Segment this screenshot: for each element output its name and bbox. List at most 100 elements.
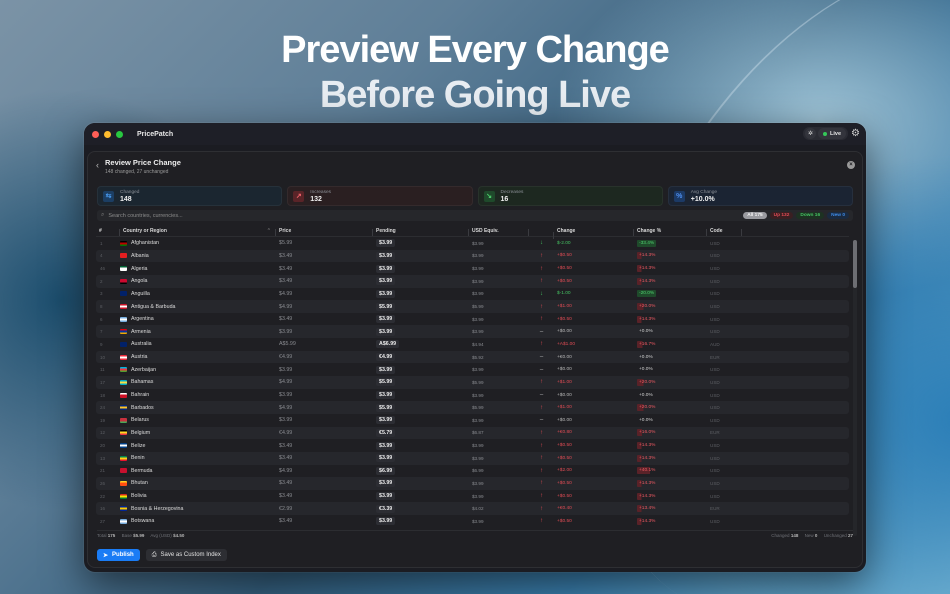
usd-equiv: $3.99 — [472, 455, 484, 461]
pending-price-field[interactable]: $3.99 — [376, 315, 396, 324]
pending-price-field[interactable]: $3.99 — [376, 391, 396, 399]
back-button[interactable]: ‹ — [96, 160, 99, 170]
pending-price-field[interactable]: $3.99 — [376, 454, 396, 463]
change-amount: +$2.00 — [557, 468, 572, 474]
filter-up[interactable]: Up 132 — [769, 212, 794, 219]
close-window-button[interactable] — [92, 130, 99, 138]
arrow-up-icon: ↑ — [540, 379, 543, 386]
current-price: A$5.99 — [279, 341, 296, 348]
country-name: Bahrain — [131, 392, 150, 398]
table-row[interactable]: 22 Bolivia $3.49 $3.99 $3.99 ↑ +$0.50 +1… — [96, 490, 849, 503]
col-index[interactable]: # — [96, 228, 120, 236]
col-pending[interactable]: Pending — [373, 228, 469, 236]
table-row[interactable]: 2 Angola $3.49 $3.99 $3.99 ↑ +$0.50 +14.… — [96, 274, 849, 288]
usd-equiv: $3.99 — [472, 367, 484, 373]
pending-price-field[interactable]: $3.99 — [376, 251, 396, 260]
action-bar: ➤ Publish ⎙ Save as Custom Index — [97, 549, 227, 561]
pending-price-field[interactable]: €3.39 — [376, 504, 396, 513]
base-label: Base — [121, 533, 132, 538]
publish-button[interactable]: ➤ Publish — [97, 549, 140, 561]
save-custom-index-button[interactable]: ⎙ Save as Custom Index — [145, 549, 227, 561]
sync-button[interactable]: ✲ — [805, 128, 817, 139]
pending-price-field[interactable]: $6.99 — [376, 466, 396, 475]
table-row[interactable]: 12 Belgium €4.99 €5.79 $6.87 ↑ +€0.80 +1… — [96, 426, 849, 440]
pending-price-field[interactable]: $3.99 — [376, 441, 396, 450]
col-usd-equiv[interactable]: USD Equiv. — [469, 228, 529, 236]
current-price: $3.99 — [279, 366, 293, 373]
table-row[interactable]: 13 Benin $3.49 $3.99 $3.99 ↑ +$0.50 +14.… — [96, 451, 849, 465]
pending-price-cell: $3.99 — [373, 289, 469, 298]
row-index: 22 — [100, 493, 106, 499]
pending-price-field[interactable]: $3.99 — [376, 277, 396, 286]
country-cell: Belgium — [120, 430, 276, 436]
table-row[interactable]: 27 Botswana $3.49 $3.99 $3.99 ↑ +$0.50 +… — [96, 515, 849, 528]
pending-price-field[interactable]: $3.99 — [376, 239, 396, 248]
col-price[interactable]: Price — [276, 228, 373, 236]
live-status-badge[interactable]: Live — [818, 128, 847, 139]
table-row[interactable]: 46 Algeria $3.49 $3.99 $3.99 ↑ +$0.50 +1… — [96, 262, 849, 275]
settings-button[interactable]: ⚙ — [851, 128, 860, 139]
table-scrollbar[interactable] — [853, 240, 857, 536]
filter-new[interactable]: New 0 — [827, 212, 849, 219]
arrow-up-icon: ↑ — [540, 505, 543, 512]
pending-price-field[interactable]: $5.99 — [376, 403, 396, 412]
pending-price-cell: $3.99 — [373, 479, 469, 488]
table-row[interactable]: 10 Austria €4.99 €4.99 $5.92 – +€0.00 +0… — [96, 350, 849, 364]
table-row[interactable]: 4 Albania $3.49 $3.99 $3.99 ↑ +$0.50 +14… — [96, 249, 849, 263]
table-row[interactable]: 1 Afghanistan $5.99 $3.99 $3.99 ↓ $-2.00… — [96, 237, 849, 250]
country-name: Algeria — [131, 265, 148, 272]
table-row[interactable]: 7 Armenia $3.99 $3.99 $3.99 – +$0.00 +0.… — [96, 325, 849, 339]
new-label: New — [804, 533, 814, 538]
close-panel-button[interactable]: × — [847, 161, 855, 169]
pending-price-field[interactable]: $3.99 — [376, 365, 396, 374]
pending-price-field[interactable]: $5.99 — [376, 302, 396, 311]
usd-equiv: $3.99 — [472, 417, 484, 423]
table-row[interactable]: 17 Bahamas $4.99 $5.99 $5.99 ↑ +$1.00 +2… — [96, 376, 849, 389]
table-row[interactable]: 9 Australia A$5.99 A$6.99 $4.94 ↑ +A$1.0… — [96, 338, 849, 351]
table-row[interactable]: 26 Bhutan $3.49 $3.99 $3.99 ↑ +$0.50 +14… — [96, 477, 849, 490]
country-name: Belarus — [131, 417, 149, 424]
table-row[interactable]: 8 Antigua & Barbuda $4.99 $5.99 $5.99 ↑ … — [96, 300, 849, 313]
scrollbar-thumb[interactable] — [853, 240, 857, 288]
table-row[interactable]: 3 Anguilla $4.99 $3.99 $3.99 ↓ $-1.00 -2… — [96, 288, 849, 301]
current-price: $3.49 — [279, 265, 293, 272]
flag-icon — [120, 240, 127, 246]
table-row[interactable]: 24 Barbados $4.99 $5.99 $5.99 ↑ +$1.00 +… — [96, 401, 849, 414]
table-row[interactable]: 11 Azerbaijan $3.99 $3.99 $3.99 – +$0.00… — [96, 363, 849, 376]
table-row[interactable]: 21 Bermuda $4.99 $6.99 $6.99 ↑ +$2.00 +4… — [96, 465, 849, 478]
pending-price-field[interactable]: $3.99 — [376, 416, 396, 425]
col-code[interactable]: Code — [707, 228, 742, 236]
pending-price-field[interactable]: $5.99 — [376, 378, 396, 387]
minimize-window-button[interactable] — [104, 130, 111, 138]
filter-chips: All 175 Up 132 Down 16 New 0 — [743, 212, 849, 219]
pending-price-field[interactable]: $3.99 — [376, 264, 396, 273]
filter-all[interactable]: All 175 — [743, 212, 767, 219]
arrow-up-icon: ↑ — [540, 518, 543, 525]
pending-price-field[interactable]: $3.99 — [376, 517, 396, 526]
row-index: 2 — [100, 278, 103, 284]
pending-price-cell: A$6.99 — [373, 340, 469, 349]
pending-price-field[interactable]: $3.99 — [376, 289, 396, 298]
zoom-window-button[interactable] — [116, 130, 123, 138]
pending-price-field[interactable]: €4.99 — [376, 353, 396, 362]
col-change-pct[interactable]: Change % — [634, 228, 707, 236]
pending-price-field[interactable]: $3.99 — [376, 479, 396, 488]
pending-price-cell: $3.99 — [373, 251, 469, 260]
pending-price-field[interactable]: $3.99 — [376, 327, 396, 336]
pending-price-field[interactable]: €5.79 — [376, 428, 396, 437]
filter-down[interactable]: Down 16 — [796, 212, 825, 219]
search-input[interactable] — [108, 212, 744, 219]
pending-price-field[interactable]: $3.99 — [376, 492, 396, 501]
table-row[interactable]: 20 Belize $3.49 $3.99 $3.99 ↑ +$0.50 +14… — [96, 439, 849, 452]
change-pct-cell: +13.4% — [634, 505, 707, 513]
table-row[interactable]: 6 Argentina $3.49 $3.99 $3.99 ↑ +$0.50 +… — [96, 313, 849, 326]
pending-price-field[interactable]: A$6.99 — [376, 340, 400, 349]
col-country[interactable]: Country or Region ⌃ — [120, 228, 276, 236]
table-row[interactable]: 16 Bosnia & Herzegovina €2.99 €3.39 $4.0… — [96, 502, 849, 516]
change-pct-cell: +14.3% — [634, 277, 707, 285]
arrow-up-icon: ↑ — [540, 404, 543, 411]
table-row[interactable]: 19 Belarus $3.99 $3.99 $3.99 – +$0.00 +0… — [96, 414, 849, 427]
col-change[interactable]: Change — [554, 228, 634, 236]
change-pct-badge: +14.3% — [637, 492, 658, 500]
table-row[interactable]: 18 Bahrain $3.99 $3.99 $3.99 – +$0.00 +0… — [96, 389, 849, 402]
